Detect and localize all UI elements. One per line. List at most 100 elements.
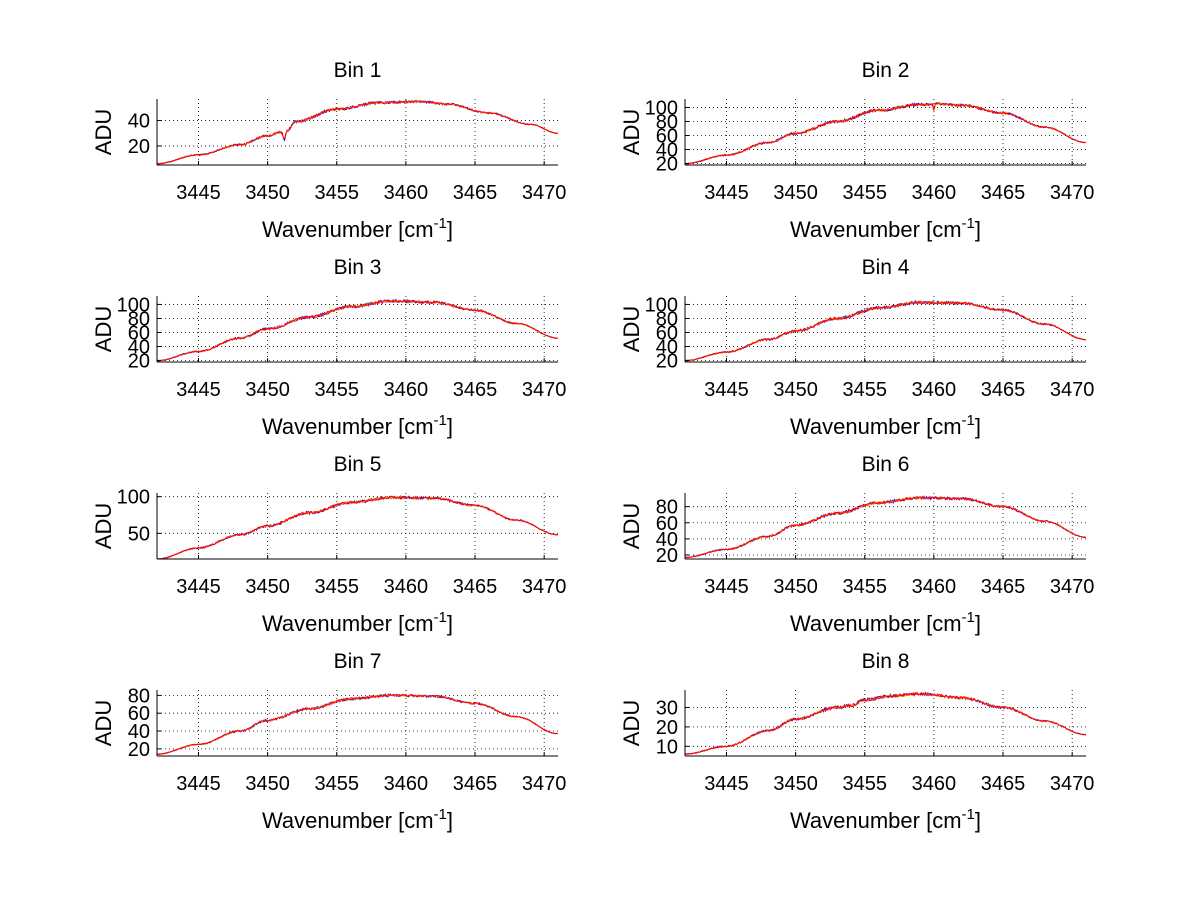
y-axis-label: ADU [619, 700, 644, 746]
series-line-blue [157, 99, 558, 165]
x-tick-label: 3450 [773, 379, 818, 401]
x-tick-label: 3445 [704, 379, 749, 401]
x-tick-label: 3460 [384, 773, 429, 795]
x-tick-label: 3455 [843, 773, 888, 795]
x-tick-label: 3445 [176, 576, 221, 598]
x-tick-label: 3455 [315, 379, 360, 401]
x-tick-label: 3455 [843, 182, 888, 204]
x-tick-label: 3465 [453, 576, 498, 598]
y-tick-label: 100 [645, 97, 678, 119]
x-tick-label: 3450 [773, 182, 818, 204]
series-line-blue [685, 495, 1086, 559]
x-axis-label-close: ] [447, 808, 453, 833]
series-line-orange [685, 102, 1086, 165]
x-axis-label-superscript: -1 [434, 412, 447, 429]
series-line-red [157, 299, 558, 362]
x-tick-label: 3450 [245, 576, 290, 598]
x-tick-label: 3465 [981, 182, 1026, 204]
series-line-red [685, 299, 1086, 362]
series-line-red [685, 102, 1086, 165]
x-tick-label: 3445 [176, 379, 221, 401]
y-axis-label: ADU [91, 306, 116, 352]
x-tick-label: 3450 [245, 773, 290, 795]
x-tick-label: 3460 [912, 379, 957, 401]
x-axis-label-main: Wavenumber [cm [790, 414, 962, 439]
x-tick-label: 3465 [453, 182, 498, 204]
x-axis-label: Wavenumber [cm-1] [790, 609, 981, 636]
y-tick-label: 20 [128, 136, 150, 158]
x-axis-label-main: Wavenumber [cm [790, 611, 962, 636]
y-tick-label: 10 [656, 736, 678, 758]
x-axis-label: Wavenumber [cm-1] [262, 609, 453, 636]
y-tick-label: 100 [645, 294, 678, 316]
x-tick-label: 3465 [453, 379, 498, 401]
subplot-title: Bin 7 [334, 650, 382, 673]
x-tick-label: 3470 [522, 182, 567, 204]
x-axis-label-close: ] [447, 611, 453, 636]
y-axis-label: ADU [619, 503, 644, 549]
x-axis-label-superscript: -1 [434, 806, 447, 823]
series-line-blue [685, 691, 1086, 755]
y-tick-label: 60 [128, 323, 150, 345]
x-tick-label: 3470 [1050, 182, 1095, 204]
x-axis-label-main: Wavenumber [cm [262, 808, 434, 833]
series-line-red [685, 495, 1086, 559]
x-axis-label-close: ] [975, 611, 981, 636]
x-axis-label-close: ] [447, 414, 453, 439]
subplot-title: Bin 6 [862, 453, 910, 476]
x-tick-label: 3460 [912, 576, 957, 598]
y-tick-label: 40 [128, 721, 150, 743]
y-tick-label: 60 [656, 323, 678, 345]
series-line-red [157, 693, 558, 755]
subplot-bin-1: 3445 3450 3455 3460 3465 3470 20 40 Bin 1 ADU Wave… [91, 59, 566, 242]
x-tick-label: 3455 [843, 379, 888, 401]
x-tick-label: 3470 [522, 773, 567, 795]
x-axis-label-main: Wavenumber [cm [790, 217, 962, 242]
x-axis-label: Wavenumber [cm-1] [262, 215, 453, 242]
y-tick-label: 40 [656, 529, 678, 551]
subplot-title: Bin 3 [334, 256, 382, 279]
y-tick-label: 100 [117, 294, 150, 316]
x-tick-label: 3465 [453, 773, 498, 795]
x-tick-label: 3465 [981, 576, 1026, 598]
y-tick-label: 40 [656, 337, 678, 359]
subplot-title: Bin 4 [862, 256, 910, 279]
y-axis-label: ADU [91, 109, 116, 155]
x-tick-label: 3445 [704, 182, 749, 204]
x-tick-label: 3470 [522, 576, 567, 598]
x-axis-label-superscript: -1 [962, 215, 975, 232]
y-tick-label: 50 [128, 523, 150, 545]
subplot-title: Bin 2 [862, 59, 910, 82]
x-axis-label-close: ] [975, 414, 981, 439]
series-line-red [157, 495, 558, 559]
x-tick-label: 3450 [245, 182, 290, 204]
series-line-orange [157, 694, 558, 755]
series-line-orange [685, 495, 1086, 559]
y-tick-label: 20 [128, 351, 150, 373]
y-axis-label: ADU [91, 503, 116, 549]
x-axis-label-superscript: -1 [434, 609, 447, 626]
y-tick-label: 30 [656, 697, 678, 719]
subplot-title: Bin 8 [862, 650, 910, 673]
x-tick-label: 3455 [315, 576, 360, 598]
y-tick-label: 100 [117, 487, 150, 509]
y-tick-label: 60 [656, 126, 678, 148]
x-tick-label: 3460 [912, 182, 957, 204]
y-tick-label: 80 [128, 308, 150, 330]
x-tick-label: 3455 [315, 182, 360, 204]
x-tick-label: 3450 [773, 576, 818, 598]
x-axis-label-superscript: -1 [962, 412, 975, 429]
x-axis-label: Wavenumber [cm-1] [790, 215, 981, 242]
x-axis-label-main: Wavenumber [cm [262, 414, 434, 439]
x-tick-label: 3455 [315, 773, 360, 795]
x-axis-label: Wavenumber [cm-1] [262, 806, 453, 833]
y-tick-label: 80 [656, 111, 678, 133]
x-axis-label-superscript: -1 [962, 806, 975, 823]
x-axis-label-superscript: -1 [962, 609, 975, 626]
series-line-red [157, 100, 558, 165]
